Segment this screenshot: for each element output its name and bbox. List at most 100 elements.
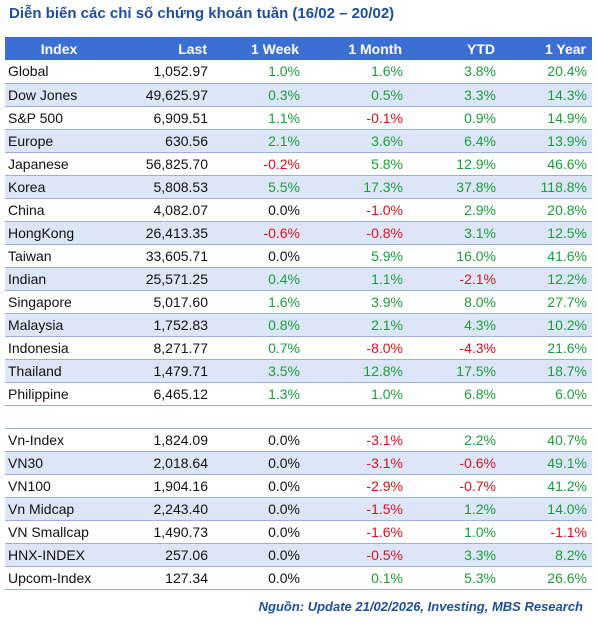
index-name-cell: Philippine [5, 382, 113, 406]
change-1-year-cell: 27.7% [501, 290, 592, 314]
change-1-month-cell: -8.0% [305, 336, 408, 360]
index-name-cell: Indonesia [5, 336, 113, 360]
index-name-cell: Vn Midcap [5, 497, 113, 521]
spacer-cell [501, 405, 592, 429]
change-1-week-cell: 1.1% [213, 106, 305, 130]
last-value-cell: 257.06 [113, 543, 213, 567]
change-1-year-cell: 14.3% [501, 83, 592, 107]
change-1-month-cell: 1.1% [305, 267, 408, 291]
change-ytd-cell: 6.8% [408, 382, 501, 406]
change-ytd-cell: 5.3% [408, 566, 501, 590]
change-1-month-cell: -0.5% [305, 543, 408, 567]
header-index: Index [5, 37, 113, 60]
change-1-week-cell: 0.7% [213, 336, 305, 360]
change-1-week-cell: -0.2% [213, 152, 305, 176]
change-ytd-cell: 6.4% [408, 129, 501, 153]
last-value-cell: 33,605.71 [113, 244, 213, 268]
index-name-cell: S&P 500 [5, 106, 113, 130]
change-1-year-cell: 40.7% [501, 428, 592, 452]
last-value-cell: 1,479.71 [113, 359, 213, 383]
change-1-month-cell: -1.6% [305, 520, 408, 544]
index-name-cell: Dow Jones [5, 83, 113, 107]
change-1-year-cell: 8.2% [501, 543, 592, 567]
table-row: Singapore 5,017.60 1.6% 3.9% 8.0% 27.7% [5, 290, 592, 314]
change-1-month-cell: 12.8% [305, 359, 408, 383]
index-name-cell: Global [5, 60, 113, 84]
index-name-cell: Korea [5, 175, 113, 199]
change-1-year-cell: 14.9% [501, 106, 592, 130]
change-ytd-cell: 16.0% [408, 244, 501, 268]
change-1-year-cell: 21.6% [501, 336, 592, 360]
index-name-cell: VN100 [5, 474, 113, 498]
table-header-row: Index Last 1 Week 1 Month YTD 1 Year [5, 37, 592, 60]
source-note: Nguồn: Update 21/02/2026, Investing, MBS… [258, 599, 583, 614]
index-name-cell: VN Smallcap [5, 520, 113, 544]
table-body: Global 1,052.97 1.0% 1.6% 3.8% 20.4% Dow Jones… [5, 60, 592, 590]
table-row: Vn-Index 1,824.09 0.0% -3.1% 2.2% 40.7% [5, 428, 592, 452]
change-1-week-cell: -0.6% [213, 221, 305, 245]
change-1-month-cell: 1.0% [305, 382, 408, 406]
index-name-cell: Upcom-Index [5, 566, 113, 590]
header-ytd: YTD [408, 37, 501, 60]
change-1-year-cell: 13.9% [501, 129, 592, 153]
table-row: Upcom-Index 127.34 0.0% 0.1% 5.3% 26.6% [5, 566, 592, 590]
change-1-week-cell: 0.0% [213, 198, 305, 222]
table-row: VN Smallcap 1,490.73 0.0% -1.6% 1.0% -1.1% [5, 520, 592, 544]
change-1-year-cell: 10.2% [501, 313, 592, 337]
last-value-cell: 5,017.60 [113, 290, 213, 314]
index-name-cell: VN30 [5, 451, 113, 475]
change-1-month-cell: -2.9% [305, 474, 408, 498]
change-1-month-cell: -3.1% [305, 451, 408, 475]
change-1-week-cell: 0.0% [213, 520, 305, 544]
last-value-cell: 1,752.83 [113, 313, 213, 337]
change-1-week-cell: 1.6% [213, 290, 305, 314]
change-ytd-cell: 12.9% [408, 152, 501, 176]
table-row: VN100 1,904.16 0.0% -2.9% -0.7% 41.2% [5, 474, 592, 498]
index-name-cell: Thailand [5, 359, 113, 383]
last-value-cell: 25,571.25 [113, 267, 213, 291]
change-1-month-cell: 2.1% [305, 313, 408, 337]
change-ytd-cell: 17.5% [408, 359, 501, 383]
table-row: Malaysia 1,752.83 0.8% 2.1% 4.3% 10.2% [5, 313, 592, 337]
change-1-year-cell: 26.6% [501, 566, 592, 590]
spacer-cell [5, 405, 113, 429]
change-1-month-cell: 17.3% [305, 175, 408, 199]
index-name-cell: Singapore [5, 290, 113, 314]
change-1-week-cell: 5.5% [213, 175, 305, 199]
change-1-month-cell: 3.9% [305, 290, 408, 314]
change-1-month-cell: 5.9% [305, 244, 408, 268]
last-value-cell: 1,824.09 [113, 428, 213, 452]
last-value-cell: 26,413.35 [113, 221, 213, 245]
change-1-month-cell: 5.8% [305, 152, 408, 176]
table-row: Thailand 1,479.71 3.5% 12.8% 17.5% 18.7% [5, 359, 592, 383]
header-1-year: 1 Year [501, 37, 592, 60]
table-row: HNX-INDEX 257.06 0.0% -0.5% 3.3% 8.2% [5, 543, 592, 567]
spacer-cell [113, 405, 213, 429]
change-1-week-cell: 0.0% [213, 474, 305, 498]
change-ytd-cell: -4.3% [408, 336, 501, 360]
index-name-cell: HongKong [5, 221, 113, 245]
change-ytd-cell: 8.0% [408, 290, 501, 314]
table-row: Europe 630.56 2.1% 3.6% 6.4% 13.9% [5, 129, 592, 153]
change-1-month-cell: 0.1% [305, 566, 408, 590]
change-1-month-cell: -1.0% [305, 198, 408, 222]
table-row: Taiwan 33,605.71 0.0% 5.9% 16.0% 41.6% [5, 244, 592, 268]
table-row: VN30 2,018.64 0.0% -3.1% -0.6% 49.1% [5, 451, 592, 475]
change-1-week-cell: 1.0% [213, 60, 305, 84]
change-1-year-cell: 14.0% [501, 497, 592, 521]
last-value-cell: 1,904.16 [113, 474, 213, 498]
table-row: Korea 5,808.53 5.5% 17.3% 37.8% 118.8% [5, 175, 592, 199]
last-value-cell: 4,082.07 [113, 198, 213, 222]
last-value-cell: 2,018.64 [113, 451, 213, 475]
header-1-month: 1 Month [305, 37, 408, 60]
change-1-week-cell: 0.0% [213, 543, 305, 567]
table-row: Japanese 56,825.70 -0.2% 5.8% 12.9% 46.6% [5, 152, 592, 176]
change-ytd-cell: -2.1% [408, 267, 501, 291]
last-value-cell: 2,243.40 [113, 497, 213, 521]
change-1-month-cell: 3.6% [305, 129, 408, 153]
table-row: China 4,082.07 0.0% -1.0% 2.9% 20.8% [5, 198, 592, 222]
table-row: Philippine 6,465.12 1.3% 1.0% 6.8% 6.0% [5, 382, 592, 406]
table-row: Indian 25,571.25 0.4% 1.1% -2.1% 12.2% [5, 267, 592, 291]
change-1-year-cell: 41.6% [501, 244, 592, 268]
index-name-cell: China [5, 198, 113, 222]
